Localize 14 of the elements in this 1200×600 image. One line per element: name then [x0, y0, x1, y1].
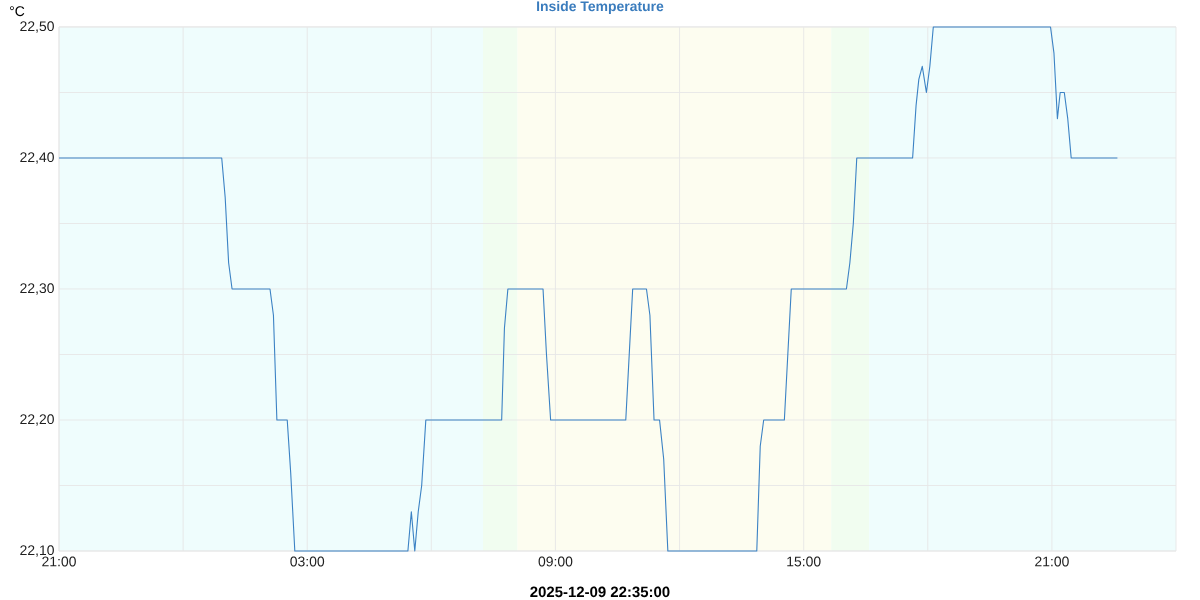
- x-tick-label: 15:00: [787, 556, 821, 567]
- y-axis-title: °C: [10, 6, 25, 17]
- x-tick-label: 09:00: [538, 556, 573, 567]
- y-tick-label: 22,20: [20, 414, 54, 426]
- y-tick-label: 22,30: [20, 283, 54, 295]
- y-tick-label: 22,10: [20, 545, 54, 557]
- x-tick-label: 03:00: [290, 556, 325, 567]
- chart-title: Inside Temperature: [537, 0, 664, 14]
- x-axis-title: 2025-12-09 22:35:00: [530, 586, 670, 598]
- y-tick-label: 22,50: [20, 21, 54, 33]
- x-tick-label: 21:00: [1035, 556, 1069, 567]
- y-tick-label: 22,40: [20, 152, 54, 164]
- line-series: [58, 26, 1118, 552]
- x-tick-label: 21:00: [42, 556, 76, 567]
